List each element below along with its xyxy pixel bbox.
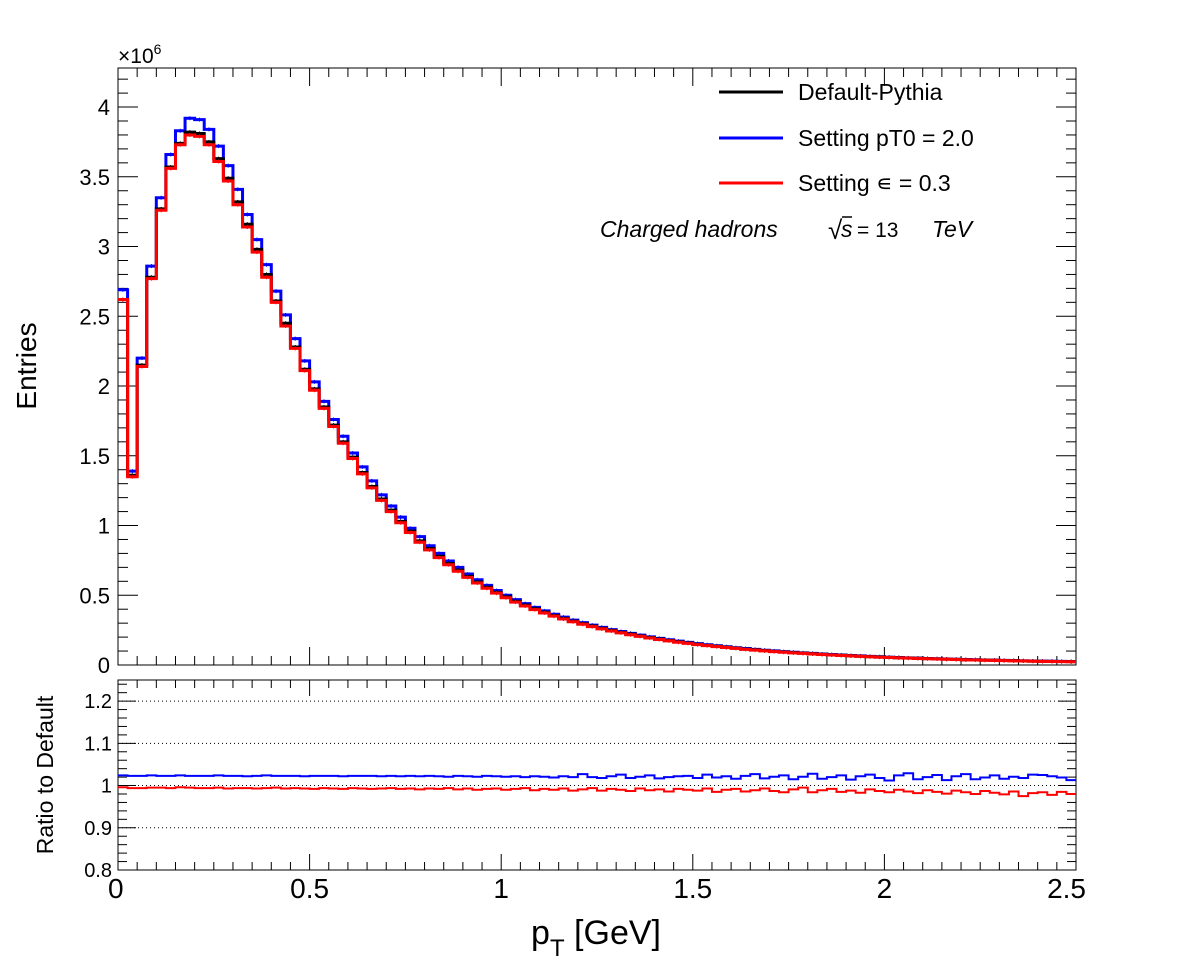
- legend-label-default: Default-Pythia: [798, 79, 943, 105]
- x-tick-label: 1.5: [673, 873, 712, 904]
- x-tick-label: 0.5: [290, 873, 329, 904]
- main-x-axis-ticks: [117, 68, 1077, 665]
- main-y-tick-label: 1: [98, 514, 110, 539]
- y-exponent-label: ×106: [118, 41, 162, 68]
- ratio-line-pt0-2: [118, 772, 1076, 782]
- series-line-pt0-2: [118, 116, 1076, 664]
- x-axis-title: pT [GeV]: [531, 914, 661, 962]
- annotation-energy-unit: TeV: [932, 216, 975, 242]
- x-tick-label: 2: [877, 873, 893, 904]
- x-tick-label: 1: [493, 873, 509, 904]
- main-y-tick-label: 4: [98, 95, 110, 120]
- annotation-s: s: [841, 216, 853, 242]
- main-y-tick-label: 3: [98, 235, 110, 260]
- main-y-tick-label: 0: [98, 653, 110, 678]
- main-y-tick-label: 0.5: [79, 583, 110, 608]
- main-y-axis: 0 0.5 1 1.5 2 2.5 3 3.5 4: [79, 78, 1076, 678]
- annotation-charged-hadrons: Charged hadrons: [600, 216, 778, 242]
- series-line-epsilon-03: [118, 133, 1076, 664]
- ratio-y-axis: 0.8 0.9 1 1.1 1.2: [84, 683, 1076, 882]
- main-y-axis-title: Entries: [11, 322, 42, 409]
- ratio-y-tick-label: 1.1: [84, 733, 112, 755]
- legend-label-epsilon: Setting ∊ = 0.3: [798, 170, 951, 196]
- main-y-tick-label: 2: [98, 374, 110, 399]
- ratio-y-axis-title: Ratio to Default: [32, 695, 58, 854]
- x-tick-label: 2.5: [1047, 873, 1086, 904]
- legend-label-pt0: Setting pT0 = 2.0: [798, 125, 974, 151]
- ratio-y-tick-label: 1.2: [84, 691, 112, 713]
- ratio-x-axis: 0 0.5 1 1.5 2 2.5: [108, 680, 1086, 904]
- ratio-gridlines: [118, 700, 1076, 829]
- main-y-tick-label: 1.5: [79, 444, 110, 469]
- annotation-energy-value: = 13: [857, 219, 898, 242]
- main-y-tick-label: 2.5: [79, 304, 110, 329]
- ratio-y-tick-label: 1: [101, 776, 112, 798]
- main-y-tick-label: 3.5: [79, 165, 110, 190]
- series-line-default-pythia: [118, 130, 1076, 664]
- main-series-group: [118, 116, 1076, 664]
- annotation-text: Charged hadrons √ s = 13 TeV: [600, 215, 975, 245]
- ratio-line-epsilon-03: [118, 786, 1076, 798]
- main-plot-frame: [117, 67, 1077, 666]
- ratio-y-tick-label: 0.9: [84, 818, 112, 840]
- x-tick-label: 0: [108, 873, 124, 904]
- legend: Default-Pythia Setting pT0 = 2.0 Setting…: [719, 79, 974, 196]
- ratio-series-group: [118, 772, 1076, 798]
- ratio-y-tick-label: 0.8: [84, 860, 112, 882]
- annotation-sqrt-symbol: √: [828, 215, 843, 245]
